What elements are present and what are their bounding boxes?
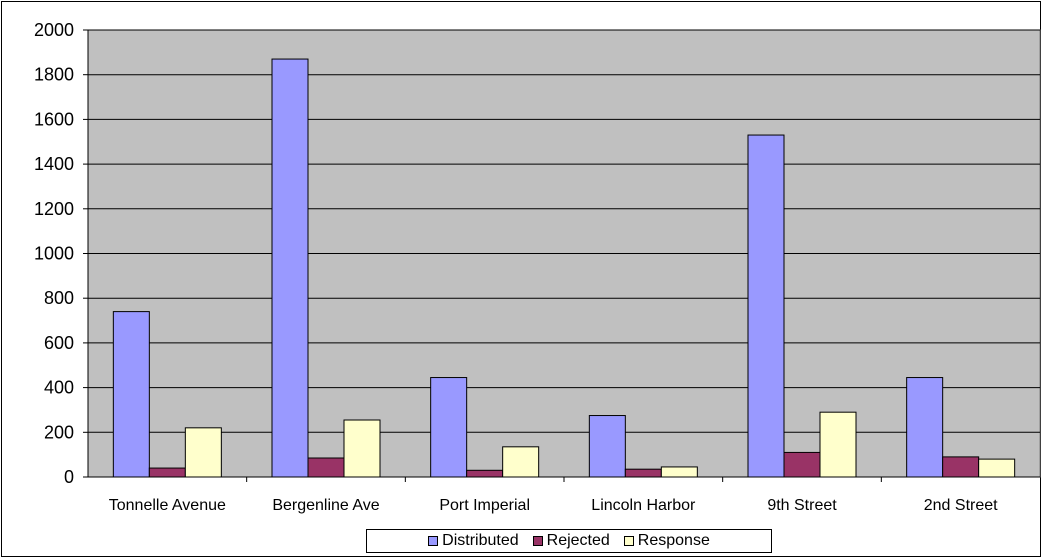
x-category-label: 2nd Street	[924, 497, 998, 514]
y-tick-label: 1200	[34, 199, 74, 219]
y-tick-label: 1000	[34, 244, 74, 264]
bar-rejected-5	[942, 456, 980, 478]
bar-response-1	[343, 419, 381, 478]
legend-swatch	[428, 536, 439, 546]
y-tick-label: 1800	[34, 65, 74, 85]
bar-distributed-2	[430, 377, 468, 478]
bar-response-0	[184, 427, 222, 478]
bar-response-2	[502, 446, 540, 478]
y-tick-label: 400	[44, 378, 74, 398]
bar-distributed-0	[112, 311, 150, 478]
bar-rejected-0	[148, 467, 186, 478]
bar-distributed-1	[271, 58, 309, 478]
bar-response-4	[819, 411, 857, 478]
x-category-label: Tonnelle Avenue	[109, 497, 226, 514]
x-category-label: Lincoln Harbor	[591, 497, 696, 514]
legend-item-response: Response	[623, 532, 710, 550]
y-tick-label: 2000	[34, 20, 74, 40]
bar-rejected-4	[783, 451, 821, 478]
x-category-label: Bergenline Ave	[272, 497, 379, 514]
legend-item-distributed: Distributed	[428, 532, 519, 550]
legend-label: Rejected	[546, 532, 610, 549]
y-tick-label: 800	[44, 288, 74, 308]
x-category-label: Port Imperial	[439, 497, 530, 514]
legend-item-rejected: Rejected	[532, 532, 610, 550]
y-tick-label: 600	[44, 333, 74, 353]
bar-rejected-2	[466, 469, 504, 478]
bar-chart: 0 200 400 600 800 1000 1200 1400 1600 1800 2000 Ton…	[34, 20, 1041, 514]
bar-response-5	[978, 458, 1016, 478]
legend-label: Distributed	[442, 532, 519, 549]
legend: Distributed Rejected Response	[366, 529, 772, 553]
legend-swatch	[532, 536, 543, 546]
bar-distributed-4	[747, 134, 785, 478]
y-tick-label: 1600	[34, 109, 74, 129]
x-category-label: 9th Street	[767, 497, 837, 514]
bar-response-3	[660, 466, 698, 478]
legend-swatch	[623, 536, 634, 546]
bar-distributed-5	[906, 377, 944, 478]
bar-rejected-1	[307, 457, 345, 478]
y-tick-label: 1400	[34, 154, 74, 174]
bar-distributed-3	[588, 415, 626, 478]
y-tick-label: 0	[64, 467, 74, 487]
bar-rejected-3	[624, 468, 662, 478]
legend-label: Response	[637, 532, 710, 549]
y-tick-label: 200	[44, 422, 74, 442]
